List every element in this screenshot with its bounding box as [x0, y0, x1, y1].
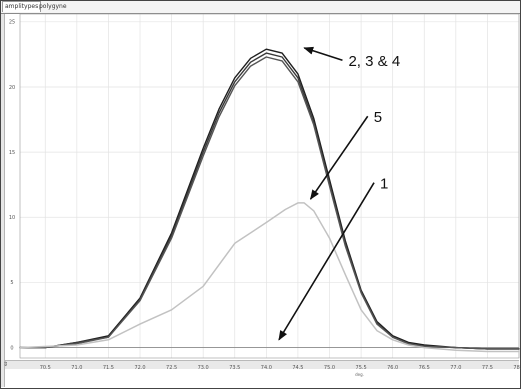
y-tick-label: 0 — [10, 345, 13, 351]
x-tick-label: 76.0 — [387, 365, 398, 371]
annotation-arrow — [303, 46, 343, 61]
axis-labels: 70.5 71.0 71.5 72.0 72.5 73.0 73.5 74.0 74.5 75.0… — [9, 20, 521, 377]
x-tick-label: 75.0 — [324, 365, 335, 371]
left-panel-strip — [1, 14, 5, 387]
annotation-label: 5 — [374, 109, 382, 126]
y-tick-label: 25 — [9, 20, 15, 26]
horizontal-scrollbar[interactable] — [5, 360, 519, 369]
series-line-2 — [19, 52, 520, 350]
axes — [19, 13, 520, 359]
annotations: 2, 3 & 4 5 1 — [278, 46, 400, 341]
series-lines — [19, 48, 520, 353]
x-tick-label: 74.5 — [292, 365, 303, 371]
series-line-3 — [19, 56, 520, 350]
tab-amplitypes[interactable]: amplitypes — [2, 1, 42, 12]
x-tick-label: 70.5 — [40, 365, 51, 371]
x-tick-label: 71.0 — [71, 365, 82, 371]
corner-toggle-icon[interactable]: ⇕ — [2, 361, 9, 368]
y-tick-label: 20 — [9, 85, 15, 91]
x-axis-label: deg. — [355, 372, 364, 377]
annotation-label: 1 — [380, 176, 388, 193]
x-tick-label: 75.5 — [356, 365, 367, 371]
x-tick-label: 73.0 — [198, 365, 209, 371]
tab-polygyne[interactable]: polygyne — [39, 3, 67, 10]
y-tick-label: 15 — [9, 150, 15, 156]
tab-bar: amplitypes polygyne — [1, 1, 520, 14]
annotation-arrow — [309, 115, 369, 200]
y-tick-label: 5 — [10, 280, 13, 286]
x-tick-label: 74.0 — [261, 365, 272, 371]
x-tick-label: 77.5 — [482, 365, 493, 371]
x-tick-label: 71.5 — [103, 365, 114, 371]
series-line-1 — [19, 48, 520, 350]
annotation-label: 2, 3 & 4 — [348, 53, 400, 70]
y-tick-label: 10 — [9, 215, 15, 221]
x-tick-label: 72.5 — [166, 365, 177, 371]
grid — [20, 14, 520, 358]
x-tick-label: 77.0 — [450, 365, 461, 371]
x-tick-label: 73.5 — [229, 365, 240, 371]
x-tick-label: 76.5 — [419, 365, 430, 371]
plot-frame — [19, 13, 520, 359]
annotation-arrow — [278, 182, 375, 341]
x-tick-label: 72.0 — [134, 365, 145, 371]
series-line-4 — [19, 202, 520, 353]
x-tick-label: 78.0 — [513, 365, 521, 371]
